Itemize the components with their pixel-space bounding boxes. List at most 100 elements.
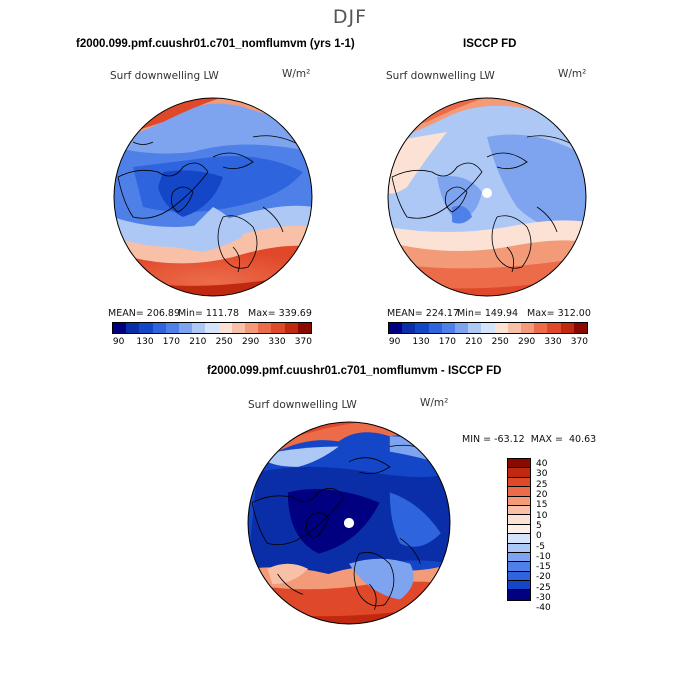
panel2-units-label: W/m² [558, 68, 587, 80]
colorbar-swatch [508, 515, 530, 525]
colorbar-tick-label: 40 [536, 459, 548, 470]
colorbar-tick-label: 5 [536, 520, 542, 531]
colorbar-tick-label: 10 [536, 510, 548, 521]
colorbar-swatch [508, 562, 530, 572]
colorbar-tick-label: -30 [536, 593, 551, 604]
panel3-colorbar-ticks: 40 30 25 20 15 10 5 0 -5 -10 -15 -20 -25 -30 -40 [536, 458, 576, 623]
colorbar-tick-label: -25 [536, 582, 551, 593]
colorbar-swatch [428, 323, 442, 333]
colorbar-swatch [192, 323, 206, 333]
colorbar-swatch [258, 323, 272, 333]
panel1-title: f2000.099.pmf.cuushr01.c701_nomflumvm (y… [76, 38, 355, 50]
panel2-colorbar-ticks: 90 130 170 210 250 290 330 370 [388, 337, 588, 349]
colorbar-tick-label: 370 [570, 337, 588, 347]
panel3-map [247, 421, 451, 625]
colorbar-swatch [415, 323, 429, 333]
colorbar-tick-label: 90 [388, 337, 401, 347]
colorbar-tick-label: 250 [215, 337, 233, 347]
colorbar-swatch [126, 323, 140, 333]
panel2-variable-label: Surf downwelling LW [386, 70, 495, 82]
colorbar-tick-label: 90 [112, 337, 125, 347]
colorbar-swatch [508, 459, 530, 469]
colorbar-swatch [560, 323, 574, 333]
colorbar-swatch [508, 571, 530, 582]
colorbar-swatch [402, 323, 416, 333]
colorbar-tick-label: 130 [412, 337, 430, 347]
colorbar-swatch [508, 468, 530, 478]
panel1-colorbar-ticks: 90 130 170 210 250 290 330 370 [112, 337, 312, 349]
colorbar-swatch [165, 323, 180, 333]
colorbar-swatch [152, 323, 166, 333]
panel3-units-label: W/m² [420, 397, 449, 409]
colorbar-swatch [245, 323, 259, 333]
panel1-map [113, 97, 313, 297]
panel3-colorbar [507, 458, 531, 601]
colorbar-swatch [508, 543, 530, 553]
panel1-variable-label: Surf downwelling LW [110, 70, 219, 82]
colorbar-tick-label: 210 [189, 337, 207, 347]
panel1-max: Max= 339.69 [248, 308, 312, 319]
colorbar-tick-label: 290 [518, 337, 536, 347]
colorbar-tick-label: 210 [465, 337, 483, 347]
colorbar-swatch [494, 323, 508, 333]
colorbar-tick-label: 330 [268, 337, 286, 347]
colorbar-tick-label: 370 [294, 337, 312, 347]
colorbar-swatch [508, 581, 530, 591]
colorbar-tick-label: 0 [536, 531, 542, 542]
panel1-units-label: W/m² [282, 68, 311, 80]
panel2-title: ISCCP FD [463, 38, 517, 50]
colorbar-tick-label: -10 [536, 551, 551, 562]
colorbar-swatch [508, 590, 530, 600]
colorbar-swatch [508, 505, 530, 516]
colorbar-swatch [547, 323, 561, 333]
panel2-colorbar [388, 322, 588, 334]
colorbar-tick-label: 15 [536, 500, 548, 511]
panel1-mean: MEAN= 206.89 [108, 308, 181, 319]
panel3-title: f2000.099.pmf.cuushr01.c701_nomflumvm - … [207, 365, 502, 377]
colorbar-swatch [573, 323, 588, 333]
colorbar-swatch [508, 477, 530, 488]
colorbar-swatch [271, 323, 285, 333]
page-suptitle: DJF [332, 6, 368, 28]
panel2-mean: MEAN= 224.17 [387, 308, 460, 319]
panel2-min: Min= 149.94 [457, 308, 519, 319]
colorbar-swatch [534, 323, 548, 333]
colorbar-swatch [205, 323, 219, 333]
colorbar-swatch [455, 323, 469, 333]
colorbar-swatch [508, 534, 530, 544]
colorbar-swatch [389, 323, 403, 333]
colorbar-tick-label: 170 [162, 337, 180, 347]
panel2-max: Max= 312.00 [527, 308, 591, 319]
colorbar-swatch [441, 323, 456, 333]
colorbar-swatch [508, 552, 530, 563]
colorbar-swatch [481, 323, 495, 333]
colorbar-tick-label: 130 [136, 337, 154, 347]
colorbar-swatch [113, 323, 127, 333]
colorbar-swatch [218, 323, 232, 333]
colorbar-swatch [139, 323, 153, 333]
colorbar-tick-label: 290 [242, 337, 260, 347]
panel3-variable-label: Surf downwelling LW [248, 399, 357, 411]
colorbar-swatch [521, 323, 535, 333]
colorbar-tick-label: -5 [536, 541, 545, 552]
colorbar-swatch [231, 323, 246, 333]
colorbar-swatch [468, 323, 482, 333]
colorbar-tick-label: 30 [536, 469, 548, 480]
panel3-minmax: MIN = -63.12 MAX = 40.63 [462, 434, 597, 445]
panel1-colorbar [112, 322, 312, 334]
colorbar-tick-label: 20 [536, 490, 548, 501]
colorbar-swatch [508, 524, 530, 535]
colorbar-tick-label: 170 [438, 337, 456, 347]
colorbar-tick-label: 330 [544, 337, 562, 347]
colorbar-swatch [508, 487, 530, 497]
panel1-min: Min= 111.78 [178, 308, 240, 319]
panel2-map [387, 97, 587, 297]
colorbar-tick-label: 250 [491, 337, 509, 347]
colorbar-swatch [297, 323, 312, 333]
colorbar-tick-label: -40 [536, 603, 551, 614]
colorbar-swatch [508, 496, 530, 506]
colorbar-swatch [179, 323, 193, 333]
colorbar-tick-label: 25 [536, 479, 548, 490]
colorbar-tick-label: -15 [536, 562, 551, 573]
colorbar-swatch [284, 323, 298, 333]
